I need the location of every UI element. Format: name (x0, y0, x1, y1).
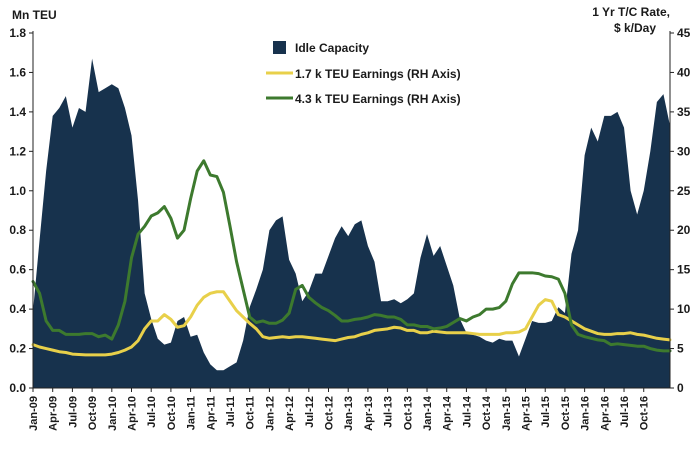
x-axis-tick-label: Jan-10 (107, 396, 119, 431)
legend-swatch-idle-capacity (273, 41, 286, 54)
x-axis-tick-label: Jul-15 (540, 396, 552, 428)
left-axis-tick-label: 0.6 (9, 263, 26, 277)
x-axis-tick-label: Jul-11 (225, 396, 237, 427)
x-axis-tick-label: Oct-10 (166, 396, 178, 430)
right-axis-tick-label: 35 (677, 105, 691, 119)
x-axis-tick-label: Jan-11 (186, 396, 198, 430)
earnings-4-3k-teu-line (31, 159, 672, 353)
x-axis-tick-label: Jul-09 (67, 396, 79, 428)
x-axis-tick-label: Apr-10 (127, 396, 139, 431)
earnings-lines-layer (31, 159, 672, 357)
legend-label: 4.3 k TEU Earnings (RH Axis) (295, 92, 461, 106)
left-axis-tick-label: 1.2 (9, 144, 26, 158)
left-axis-tick-label: 1.4 (9, 105, 26, 119)
x-axis-tick-label: Jan-16 (580, 396, 592, 431)
x-axis-tick-label: Jan-12 (264, 396, 276, 431)
axes-layer: 0.0 0.2 0.4 0.6 0.8 1.0 1.2 1.4 1.6 1.8 0 5 10 15 20 25… (9, 26, 690, 431)
left-axis-tick-label: 0.2 (9, 342, 26, 356)
x-axis-tick-label: Jan-15 (501, 396, 513, 431)
x-axis-tick-label: Jan-14 (422, 395, 434, 431)
x-axis-tick-label: Oct-12 (324, 396, 336, 430)
left-axis-tick-label: 0.0 (9, 381, 26, 395)
left-axis-tick-label: 1.8 (9, 26, 26, 40)
left-axis-tick-label: 0.8 (9, 223, 26, 237)
earnings-1-7k-teu-line (31, 290, 672, 357)
x-axis-tick-label: Jul-16 (619, 396, 631, 428)
right-axis-tick-label: 0 (677, 381, 684, 395)
legend-label: 1.7 k TEU Earnings (RH Axis) (295, 67, 461, 81)
x-axis-tick-label: Jan-09 (28, 396, 40, 431)
x-axis-tick-label: Apr-12 (284, 396, 296, 431)
left-axis-tick-label: 1.0 (9, 184, 26, 198)
x-axis-tick-label: Jul-10 (146, 396, 158, 428)
x-axis-tick-label: Oct-09 (87, 396, 99, 430)
x-axis-tick-label: Jul-13 (383, 396, 395, 428)
x-axis-tick-label: Oct-14 (481, 395, 493, 430)
x-axis-tick-label: Oct-13 (402, 396, 414, 430)
right-axis-tick-label: 20 (677, 223, 691, 237)
x-axis-tick-label: Oct-11 (245, 396, 257, 430)
x-axis-tick-label: Apr-09 (48, 396, 60, 431)
left-axis-tick-label: 0.4 (9, 302, 26, 316)
right-axis-tick-label: 5 (677, 342, 684, 356)
x-axis-tick-label: Oct-15 (560, 396, 572, 430)
right-axis-tick-label: 25 (677, 184, 691, 198)
x-axis-tick-label: Jan-13 (343, 396, 355, 431)
right-axis-tick-label: 40 (677, 65, 691, 79)
right-axis-title-line2: $ k/Day (614, 21, 656, 35)
x-axis-tick-label: Oct-16 (639, 396, 651, 430)
right-axis-tick-label: 10 (677, 302, 691, 316)
x-axis-tick-label: Jul-14 (461, 395, 473, 428)
legend: Idle Capacity 1.7 k TEU Earnings (RH Axis… (266, 41, 461, 106)
x-axis-tick-label: Apr-16 (599, 396, 611, 431)
x-axis-tick-label: Jul-12 (304, 396, 316, 428)
x-axis-tick-label: Apr-14 (442, 395, 454, 431)
right-axis-tick-label: 15 (677, 263, 691, 277)
x-axis-tick-label: Apr-15 (521, 396, 533, 431)
right-axis-tick-label: 30 (677, 144, 691, 158)
x-axis-tick-label: Apr-13 (363, 396, 375, 431)
right-axis-title-line1: 1 Yr T/C Rate, (592, 5, 670, 19)
x-axis-tick-label: Apr-11 (205, 396, 217, 430)
left-axis-title: Mn TEU (12, 8, 57, 22)
right-axis-tick-label: 45 (677, 26, 691, 40)
legend-label: Idle Capacity (295, 41, 369, 55)
left-axis-tick-label: 1.6 (9, 65, 26, 79)
